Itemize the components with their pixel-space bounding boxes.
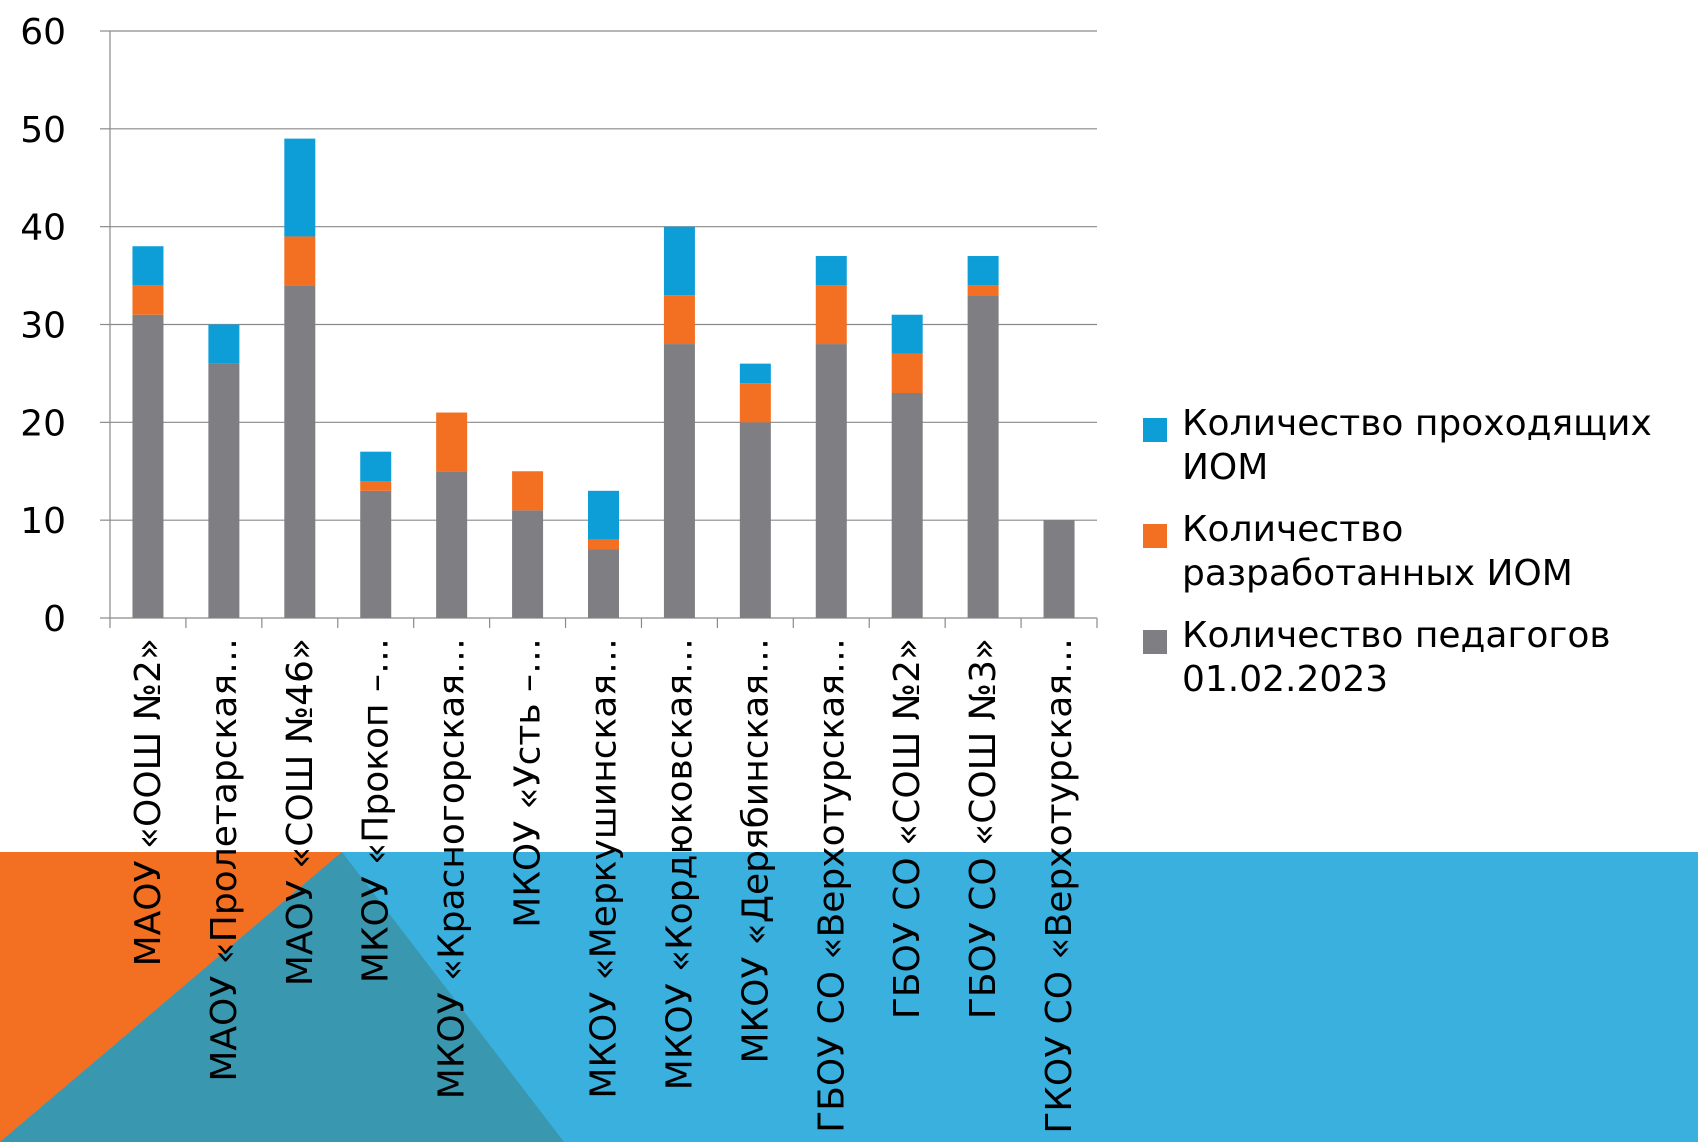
bar-segment-2 (132, 246, 164, 286)
y-tick-label: 0 (43, 599, 66, 640)
x-category-label: МКОУ «Красногорская… (432, 638, 473, 1099)
bar-segment-0 (512, 510, 544, 618)
bar-segment-2 (360, 451, 392, 482)
bar-segment-1 (891, 353, 923, 393)
x-category-label: МАОУ «Пролетарская… (204, 638, 245, 1082)
x-category-label: ГКОУ СО «Верхотурская… (1039, 638, 1080, 1134)
bar-segment-0 (891, 392, 923, 618)
bar-segment-1 (132, 285, 164, 315)
legend-label: Количество педагогов 01.02.2023 (1182, 615, 1611, 700)
bar-segment-2 (891, 314, 923, 354)
bar-segment-1 (436, 412, 468, 472)
bar-segment-1 (360, 481, 392, 491)
x-category-label: ГБОУ СО «СОШ №2» (887, 638, 928, 1019)
y-tick-label: 40 (20, 208, 66, 249)
bar-segment-1 (739, 383, 771, 423)
x-category-label: ГБОУ СО «Верхотурская… (811, 638, 852, 1133)
legend-item: Количество проходящих ИОМ (1140, 402, 1698, 490)
bar-segment-1 (663, 295, 695, 345)
legend-swatch (1143, 418, 1167, 442)
bar-segment-2 (815, 256, 847, 286)
bar-segment-2 (663, 226, 695, 296)
x-category-label: МКОУ «Прокоп –… (356, 638, 397, 983)
chart-gridlines (110, 30, 1097, 521)
bar-segment-1 (967, 285, 999, 296)
chart-legend: Количество проходящих ИОМ Количество разр… (1140, 402, 1698, 720)
bar-segment-2 (588, 490, 619, 540)
bar-segment-1 (588, 539, 619, 550)
bar-segment-1 (284, 236, 316, 286)
chart-bars (132, 138, 1075, 618)
x-category-label: МКОУ «Усть –… (508, 638, 549, 928)
bar-segment-0 (208, 363, 240, 618)
x-category-label: МКОУ «Меркушинская… (584, 638, 625, 1099)
legend-label: Количество разработанных ИОМ (1182, 509, 1573, 594)
y-tick-label: 50 (20, 110, 66, 151)
legend-item: Количество педагогов 01.02.2023 (1140, 614, 1698, 702)
bar-segment-2 (739, 363, 771, 384)
legend-swatch (1143, 630, 1167, 654)
bar-segment-2 (967, 256, 999, 286)
bar-segment-1 (815, 285, 847, 345)
x-category-label: ГБОУ СО «СОШ №3» (963, 638, 1004, 1019)
y-axis-tick-labels: 0 10 20 30 40 50 60 (20, 12, 66, 640)
x-axis-category-labels: МАОУ «ООШ №2» МАОУ «Пролетарская… МАОУ «СО… (128, 638, 1080, 1134)
legend-label: Количество проходящих ИОМ (1182, 403, 1652, 488)
y-tick-label: 60 (20, 12, 66, 53)
bar-segment-0 (967, 295, 999, 618)
bar-segment-0 (815, 344, 847, 618)
y-tick-label: 30 (20, 306, 66, 347)
bar-segment-0 (1043, 520, 1075, 618)
bar-segment-0 (360, 490, 392, 618)
legend-item: Количество разработанных ИОМ (1140, 508, 1698, 596)
bar-segment-1 (512, 471, 544, 511)
bar-segment-0 (436, 471, 468, 618)
bar-segment-0 (284, 285, 316, 618)
x-category-label: МАОУ «ООШ №2» (128, 638, 169, 966)
bar-segment-0 (663, 344, 695, 618)
x-category-label: МКОУ «Дерябинская… (735, 638, 776, 1064)
background-overlap-triangle (0, 852, 564, 1142)
legend-swatch (1143, 524, 1167, 548)
y-tick-label: 20 (20, 403, 66, 444)
bar-segment-0 (588, 549, 619, 618)
bar-segment-0 (132, 314, 164, 618)
x-category-label: МАОУ «СОШ №46» (280, 638, 321, 986)
bar-segment-2 (208, 324, 240, 364)
bar-segment-0 (739, 422, 771, 618)
y-tick-label: 10 (20, 501, 66, 542)
bar-segment-2 (284, 138, 316, 237)
x-category-label: МКОУ «Кордюковская… (659, 638, 700, 1090)
